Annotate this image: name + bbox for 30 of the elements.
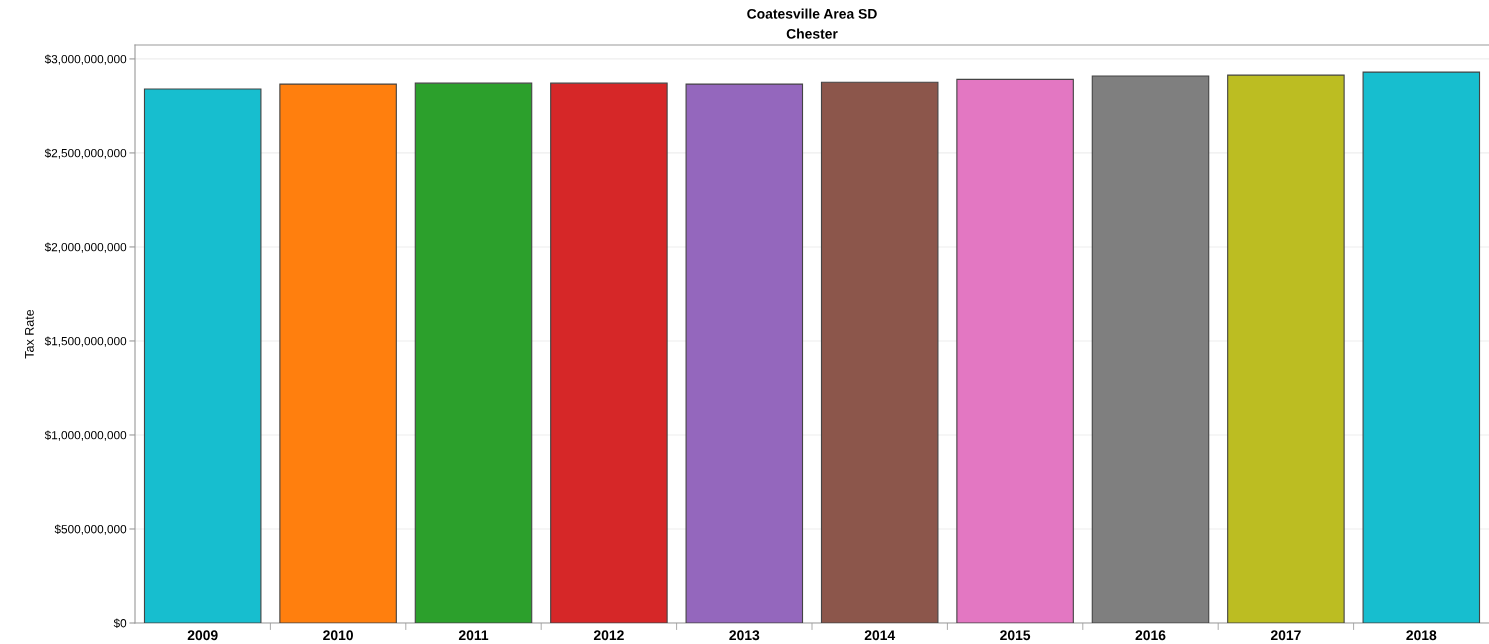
bar — [414, 82, 533, 623]
x-tick-label: 2015 — [1000, 630, 1031, 641]
y-tick-label: $2,000,000,000 — [44, 242, 127, 253]
x-tick-label: 2016 — [1135, 630, 1166, 641]
x-tick-label: 2013 — [729, 630, 760, 641]
bar — [279, 83, 397, 623]
y-axis-title: Tax Rate — [25, 309, 34, 359]
x-tick-label: 2011 — [458, 630, 489, 641]
bar — [1227, 74, 1345, 623]
bar — [550, 82, 668, 623]
x-tick-label: 2014 — [864, 630, 896, 641]
bar — [820, 81, 939, 623]
x-tick-label: 2017 — [1270, 630, 1301, 641]
bar — [1362, 71, 1481, 623]
y-tick-label: $0 — [113, 618, 127, 629]
bar — [685, 83, 804, 623]
chart-subtitle: Chester — [786, 28, 838, 39]
y-tick-label: $1,000,000,000 — [44, 430, 127, 441]
y-tick-label: $2,500,000,000 — [44, 148, 127, 159]
x-tick-label: 2012 — [593, 630, 624, 641]
chart-title: Coatesville Area SD — [747, 8, 877, 19]
y-tick-label: $500,000,000 — [54, 524, 127, 535]
bar — [956, 78, 1074, 623]
y-tick-label: $1,500,000,000 — [44, 336, 127, 347]
x-tick-label: 2009 — [187, 630, 218, 641]
x-tick-label: 2010 — [323, 630, 353, 641]
y-tick-label: $3,000,000,000 — [44, 54, 127, 65]
x-tick-label: 2018 — [1406, 630, 1437, 641]
bar — [1091, 75, 1210, 623]
bar — [143, 88, 262, 623]
